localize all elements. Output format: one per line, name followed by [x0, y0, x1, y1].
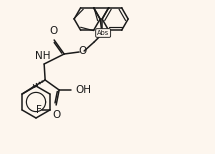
Text: O: O: [49, 26, 57, 36]
Text: NH: NH: [35, 51, 51, 61]
Text: F: F: [36, 105, 42, 115]
Text: O: O: [52, 110, 60, 120]
Text: Abs: Abs: [97, 30, 109, 36]
Text: OH: OH: [75, 85, 91, 95]
Text: O: O: [78, 46, 86, 56]
